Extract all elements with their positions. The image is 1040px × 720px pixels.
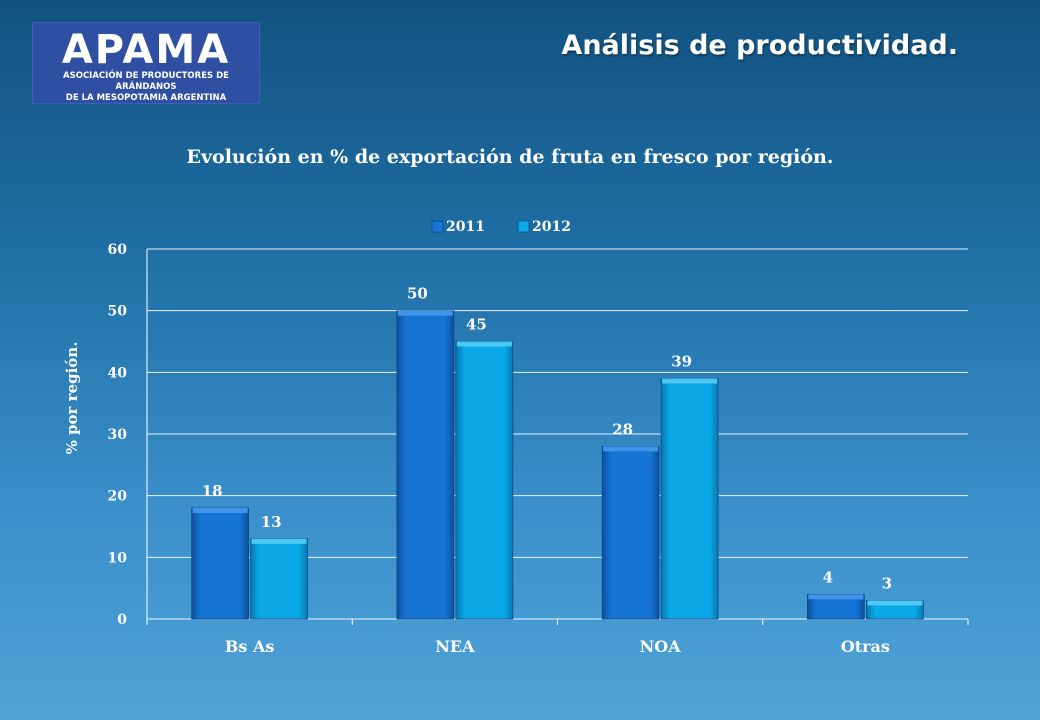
data-label: 50 xyxy=(407,285,428,303)
category-label: NOA xyxy=(640,637,682,656)
bar-top-highlight xyxy=(603,446,659,452)
y-tick-label: 40 xyxy=(108,365,128,381)
y-tick-label: 20 xyxy=(108,489,128,505)
data-label: 39 xyxy=(671,353,692,371)
y-tick-label: 10 xyxy=(108,550,128,566)
data-label: 4 xyxy=(823,568,833,586)
data-label: 18 xyxy=(202,482,223,500)
page-title: Análisis de productividad. xyxy=(561,30,958,61)
bar-2012-noa xyxy=(660,378,719,620)
apama-logo: APAMA ASOCIACIÓN DE PRODUCTORES DE ARÁND… xyxy=(32,22,260,104)
y-axis-label: % por región. xyxy=(63,342,81,455)
bar-top-highlight xyxy=(397,310,453,316)
data-label: 13 xyxy=(261,513,282,531)
bar-top-highlight xyxy=(867,600,923,606)
data-label: 3 xyxy=(882,575,892,593)
bar-2012-nea xyxy=(455,341,514,620)
legend-swatch-2012 xyxy=(517,220,530,233)
legend-label-2012: 2012 xyxy=(532,219,571,235)
bar-top-highlight xyxy=(192,508,248,513)
bar-top-highlight xyxy=(456,341,512,347)
logo-name: APAMA xyxy=(61,27,231,73)
bar-2012-bs-as xyxy=(250,538,308,620)
legend-swatch-2011 xyxy=(431,220,444,233)
bar-top-highlight xyxy=(808,594,864,600)
category-label: NEA xyxy=(435,637,475,656)
y-tick-label: 30 xyxy=(108,427,128,443)
category-label: Otras xyxy=(841,637,890,656)
data-label: 45 xyxy=(466,316,487,334)
data-label: 28 xyxy=(612,420,633,438)
bar-2011-bs-as xyxy=(191,507,249,620)
bar-top-highlight xyxy=(662,378,718,384)
category-label: Bs As xyxy=(225,637,275,656)
y-tick-label: 60 xyxy=(108,242,128,258)
y-tick-label: 0 xyxy=(117,612,127,628)
bar-top-highlight xyxy=(251,538,307,544)
chart-title: Evolución en % de exportación de fruta e… xyxy=(186,146,834,168)
legend-label-2011: 2011 xyxy=(446,219,485,235)
y-tick-label: 50 xyxy=(108,304,128,320)
bar-2011-nea xyxy=(396,310,455,620)
bar-2011-noa xyxy=(601,446,660,620)
logo-subtitle: ASOCIACIÓN DE PRODUCTORES DE ARÁNDANOS D… xyxy=(63,71,229,103)
